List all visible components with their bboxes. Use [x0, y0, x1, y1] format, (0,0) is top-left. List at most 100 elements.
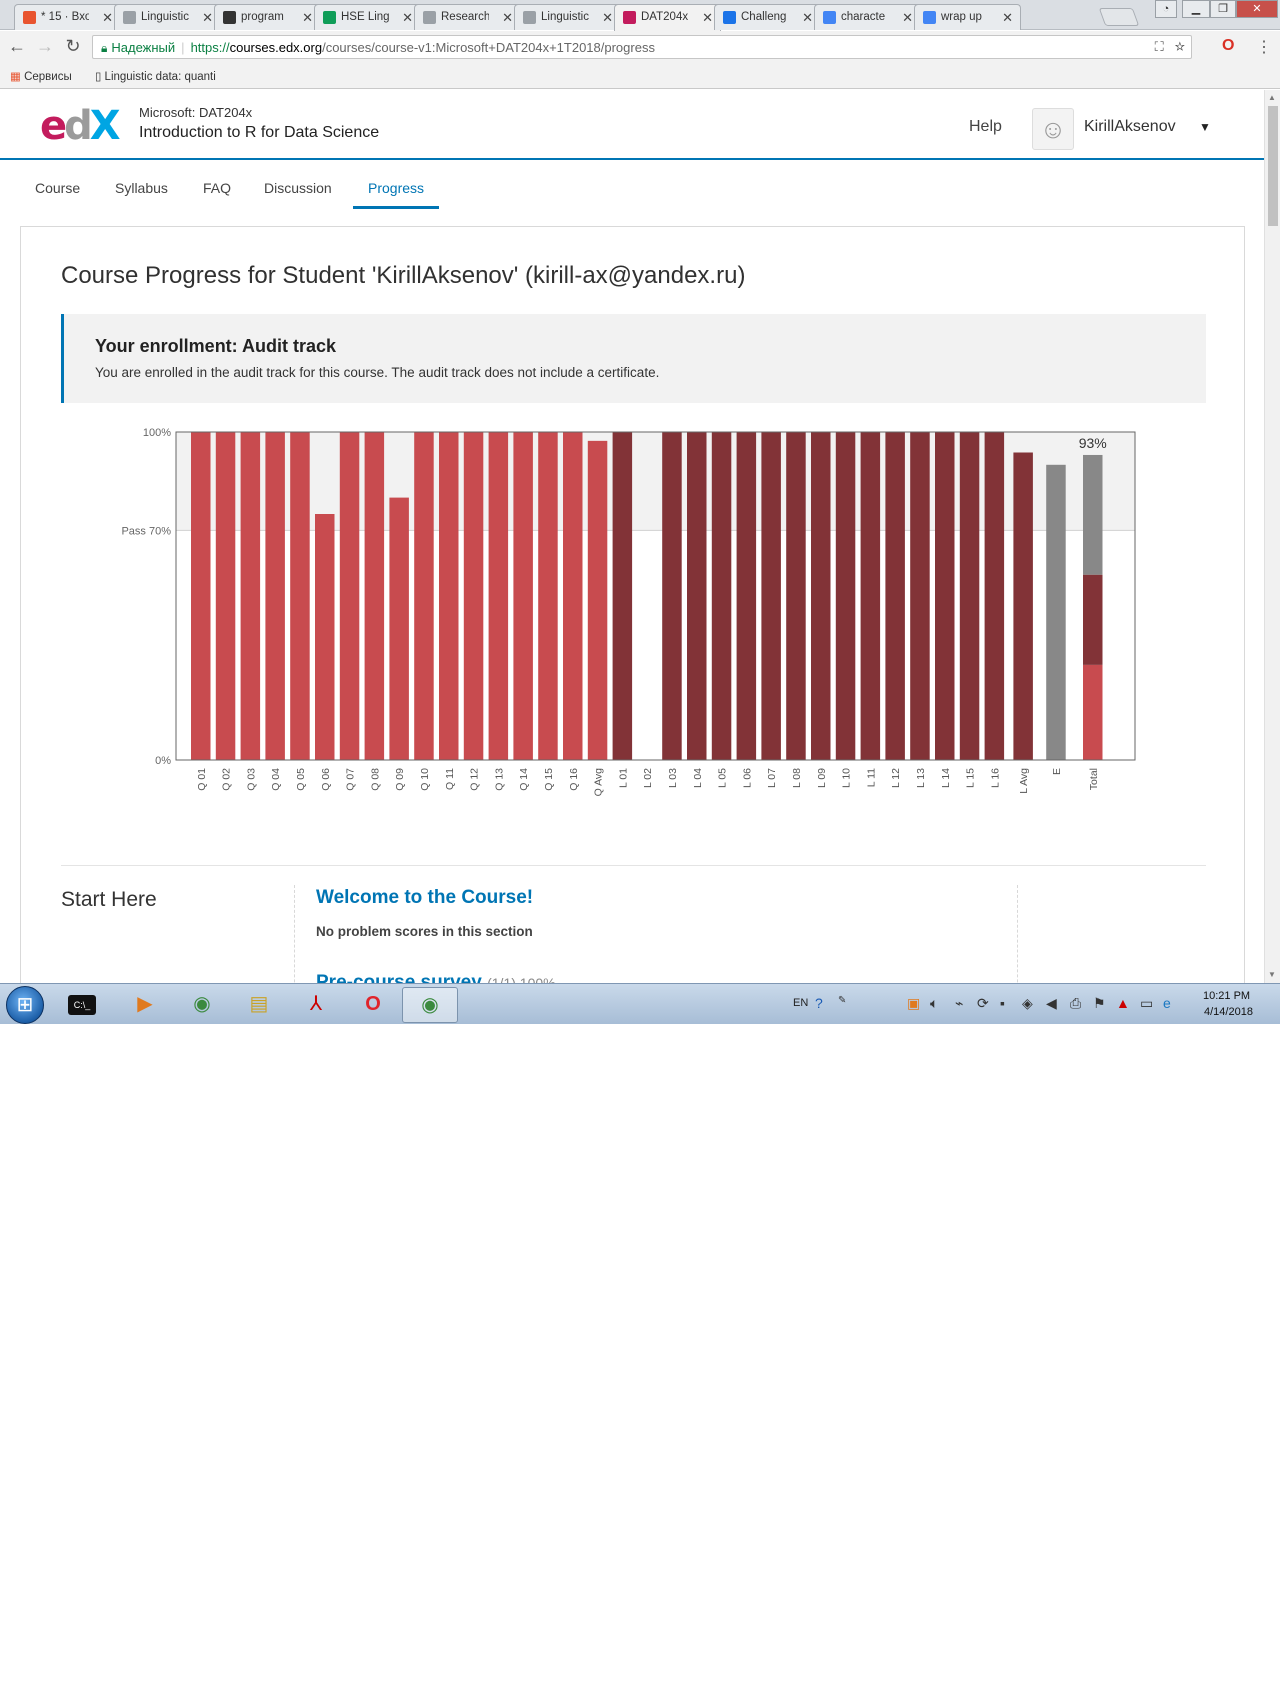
scroll-up-icon[interactable]: ▲: [1268, 93, 1276, 102]
chart-bar: [835, 432, 856, 760]
close-tab-icon[interactable]: ✕: [702, 10, 713, 25]
edge-icon[interactable]: e: [1163, 995, 1171, 1011]
scroll-thumb[interactable]: [1268, 106, 1278, 226]
browser-tab[interactable]: Linguistic ✕: [114, 4, 221, 30]
acrobat-tray-icon[interactable]: ▲: [1116, 995, 1130, 1011]
page-scrollbar[interactable]: ▲ ▼: [1264, 90, 1280, 983]
translate-icon[interactable]: ⛶: [1154, 39, 1164, 54]
browser-tab[interactable]: DAT204x ✕: [614, 4, 721, 31]
printer-icon[interactable]: ⎙: [1070, 995, 1082, 1011]
reload-icon[interactable]: ↻: [65, 36, 81, 56]
back-icon[interactable]: ←: [8, 36, 26, 56]
browser-tab[interactable]: Linguistic ✕: [514, 4, 621, 30]
subsection-title[interactable]: Pre-course survey (1/1) 100%: [316, 972, 556, 983]
browser-tab[interactable]: program ✕: [214, 4, 321, 30]
volume-icon[interactable]: 🔈︎: [930, 995, 939, 1011]
chrome-icon[interactable]: ◉: [193, 993, 211, 1015]
bookmarks-bar: ▦ Сервисы ▯ Linguistic data: quanti: [0, 64, 1280, 89]
mail-icon: [23, 11, 36, 24]
web-page: edX Microsoft: DAT204x Introduction to R…: [0, 90, 1264, 983]
help-link[interactable]: Help: [969, 118, 1002, 135]
progress-content: Course Progress for Student 'KirillAksen…: [20, 226, 1245, 983]
opera-extension-icon[interactable]: O: [1222, 37, 1235, 54]
chart-bar: [984, 432, 1005, 760]
media-player-icon[interactable]: ▶: [137, 993, 153, 1015]
close-tab-icon[interactable]: ✕: [602, 10, 613, 25]
help-icon[interactable]: ?: [815, 995, 823, 1011]
total-bar-segment: [1083, 574, 1103, 665]
browser-tab[interactable]: Challeng ✕: [714, 4, 821, 30]
profile-icon[interactable]: ◔: [1155, 0, 1177, 18]
address-bar[interactable]: 🔒︎ Надежный | https://courses.edx.org/cours…: [92, 35, 1192, 59]
clock-time[interactable]: 10:21 PM: [1203, 990, 1251, 1002]
edx-logo[interactable]: edX: [40, 103, 121, 149]
chart-bar: [687, 432, 707, 760]
speaker-icon[interactable]: ◀: [1046, 995, 1057, 1011]
flag-icon[interactable]: ⚑: [1093, 995, 1106, 1011]
x-tick-label: L 07: [766, 768, 778, 788]
windows-taskbar: ⊞ C:\_ ▶ ◉ ▤ ⅄ O ◉ EN ? ✎ ▣ 🔈︎ ⌁ ⟳ ▪ ◈ ◀ ⎙ ⚑ ▲…: [0, 983, 1280, 1024]
close-window-button[interactable]: ✕: [1236, 0, 1278, 18]
new-tab-button[interactable]: [1098, 8, 1140, 26]
network-icon[interactable]: ⌁: [955, 995, 964, 1011]
x-tick-label: L 16: [989, 768, 1001, 788]
user-avatar[interactable]: ☺: [1032, 108, 1074, 150]
tab-syllabus[interactable]: Syllabus: [115, 180, 168, 196]
bookmark-apps[interactable]: ▦ Сервисы: [10, 69, 72, 83]
sync-icon[interactable]: ⟳: [977, 995, 989, 1011]
cmd-icon[interactable]: C:\_: [68, 995, 96, 1015]
course-name: Introduction to R for Data Science: [139, 124, 380, 141]
language-indicator[interactable]: EN: [793, 997, 809, 1009]
bookmark-star-icon[interactable]: ☆: [1174, 39, 1185, 54]
tab-faq[interactable]: FAQ: [203, 180, 232, 196]
bookmark-linguistic-data[interactable]: ▯ Linguistic data: quanti: [95, 69, 216, 83]
clock-date[interactable]: 4/14/2018: [1204, 1006, 1253, 1018]
x-tick-label: Q 13: [493, 768, 505, 791]
browser-tab[interactable]: * 15 · Вхо ✕: [14, 4, 121, 30]
shield-icon: [723, 11, 736, 24]
user-menu-caret-icon[interactable]: ▼: [1199, 120, 1211, 134]
monitor-icon[interactable]: ▪: [1000, 995, 1005, 1011]
start-button[interactable]: ⊞: [6, 986, 44, 1024]
tab-label: Linguistic: [141, 11, 189, 23]
maximize-button[interactable]: ❐: [1210, 0, 1236, 18]
browser-tab[interactable]: HSE Ling ✕: [314, 4, 421, 30]
close-tab-icon[interactable]: ✕: [502, 10, 513, 25]
section-name: Start Here: [61, 888, 157, 911]
logo-d: d: [64, 103, 93, 149]
opera-icon[interactable]: O: [365, 993, 381, 1015]
tab-course[interactable]: Course: [35, 180, 81, 196]
forward-icon[interactable]: →: [36, 36, 54, 56]
tab-progress[interactable]: Progress: [368, 180, 425, 196]
tab-label: Challeng: [741, 11, 787, 23]
chart-bar: [786, 432, 806, 760]
browser-tab[interactable]: wrap up ✕: [914, 4, 1021, 30]
tray-app-icon[interactable]: ▣: [907, 995, 921, 1011]
bookmark-label: Сервисы: [24, 71, 72, 83]
close-tab-icon[interactable]: ✕: [102, 10, 113, 25]
menu-icon[interactable]: ⋮: [1256, 39, 1272, 56]
chrome-icon[interactable]: ◉: [402, 987, 458, 1023]
explorer-icon[interactable]: ▤: [249, 993, 269, 1015]
pen-icon[interactable]: ✎: [838, 995, 847, 1006]
drive-icon[interactable]: ◈: [1022, 995, 1033, 1011]
close-tab-icon[interactable]: ✕: [402, 10, 413, 25]
x-tick-label: L 05: [717, 768, 729, 788]
browser-tab[interactable]: characte ✕: [814, 4, 921, 30]
scroll-down-icon[interactable]: ▼: [1268, 970, 1276, 979]
username[interactable]: KirillAksenov: [1084, 118, 1176, 135]
close-tab-icon[interactable]: ✕: [802, 10, 813, 25]
subsection-title[interactable]: Welcome to the Course!: [316, 887, 534, 908]
close-tab-icon[interactable]: ✕: [902, 10, 913, 25]
close-tab-icon[interactable]: ✕: [202, 10, 213, 25]
y-tick-label: Pass 70%: [121, 525, 171, 537]
minimize-button[interactable]: ▁: [1182, 0, 1210, 18]
close-tab-icon[interactable]: ✕: [1002, 10, 1013, 25]
acrobat-icon[interactable]: ⅄: [309, 993, 323, 1015]
close-tab-icon[interactable]: ✕: [302, 10, 313, 25]
tab-discussion[interactable]: Discussion: [264, 180, 332, 196]
display-icon[interactable]: ▭: [1140, 995, 1154, 1011]
chart-bar: [1013, 452, 1033, 760]
x-tick-label: Total: [1088, 768, 1100, 790]
browser-tab[interactable]: Research ✕: [414, 4, 521, 30]
